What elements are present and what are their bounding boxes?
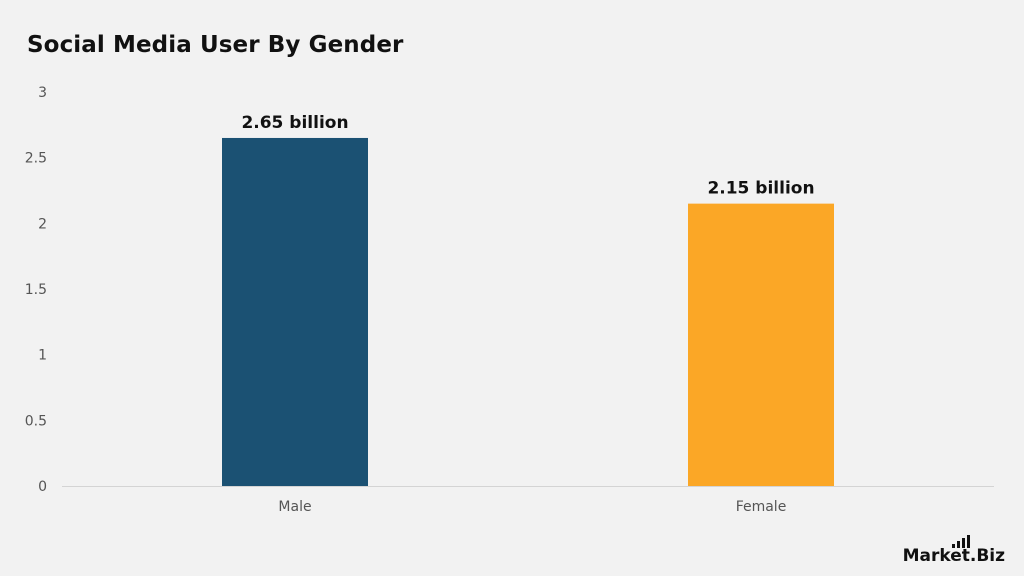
bar-female: [688, 203, 834, 486]
logo-text-suffix: .Biz: [969, 546, 1005, 566]
y-tick-label: 2.5: [25, 151, 47, 167]
x-tick-label: Male: [278, 499, 311, 515]
logo-text-main: Market: [902, 546, 970, 566]
data-label: 2.15 billion: [707, 179, 814, 199]
y-tick-label: 1.5: [25, 282, 47, 298]
marketbiz-logo: Market .Biz: [902, 535, 1005, 566]
y-tick-label: 2: [38, 216, 47, 232]
y-tick-label: 0: [38, 479, 47, 495]
y-tick-label: 0.5: [25, 413, 47, 429]
data-label: 2.65 billion: [241, 113, 348, 133]
bar-male: [222, 137, 368, 486]
bar-chart-icon: [951, 535, 970, 548]
x-tick-label: Female: [736, 499, 787, 515]
y-tick-label: 3: [38, 85, 47, 101]
chart-title: Social Media User By Gender: [27, 32, 404, 58]
y-tick-label: 1: [38, 348, 47, 364]
